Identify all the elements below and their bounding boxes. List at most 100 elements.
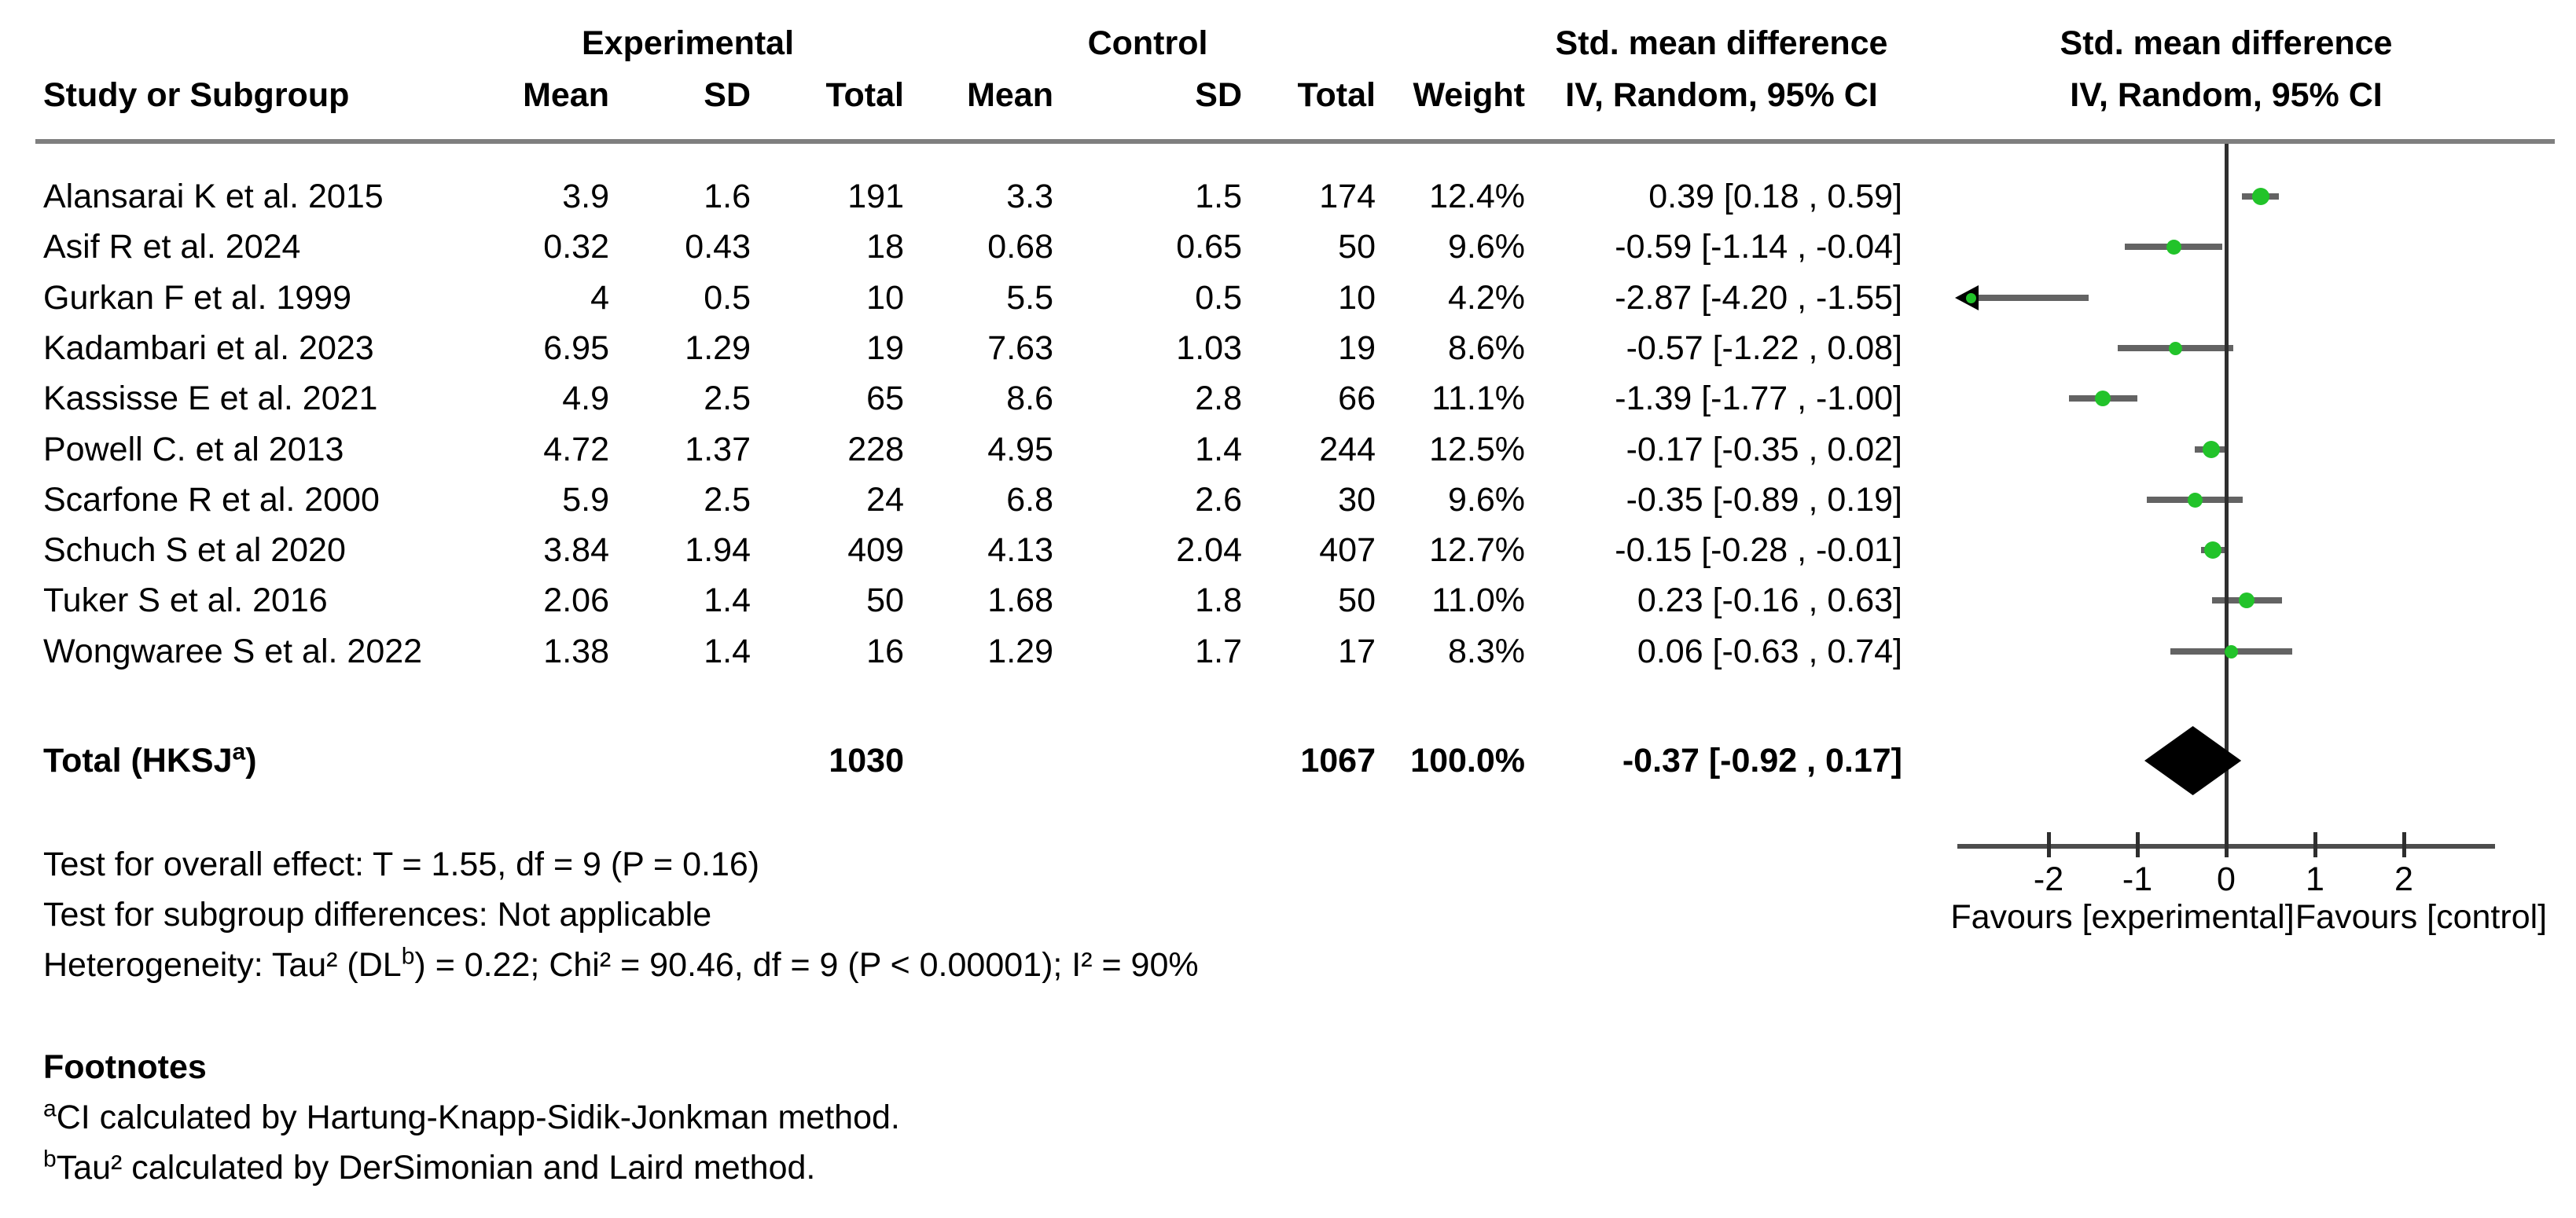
study-ci-text: -0.35 [-0.89 , 0.19] bbox=[1626, 481, 1902, 519]
study-value: 2.5 bbox=[704, 380, 751, 417]
plot-header-smd: Std. mean difference bbox=[2060, 24, 2393, 62]
column-header-method: IV, Random, 95% CI bbox=[1565, 76, 1878, 114]
study-value: 5.5 bbox=[1006, 279, 1053, 317]
plot-header-method: IV, Random, 95% CI bbox=[2070, 76, 2383, 114]
column-header-study: Study or Subgroup bbox=[43, 76, 350, 114]
study-value: 11.0% bbox=[1431, 581, 1525, 619]
study-value: 407 bbox=[1319, 531, 1376, 569]
study-value: 1.38 bbox=[543, 633, 609, 670]
column-header-sd: SD bbox=[1195, 76, 1242, 114]
study-value: 50 bbox=[1338, 581, 1376, 619]
effect-marker bbox=[2225, 644, 2239, 659]
study-value: 4.9 bbox=[562, 380, 609, 417]
study-value: 244 bbox=[1319, 431, 1376, 468]
study-value: 191 bbox=[847, 178, 904, 215]
study-value: 65 bbox=[866, 380, 904, 417]
column-header-sd: SD bbox=[704, 76, 751, 114]
study-ci-text: -0.15 [-0.28 , -0.01] bbox=[1615, 531, 1902, 569]
study-value: 1.8 bbox=[1195, 581, 1242, 619]
study-value: 24 bbox=[866, 481, 904, 519]
study-value: 2.06 bbox=[543, 581, 609, 619]
study-value: 0.65 bbox=[1176, 228, 1242, 266]
study-value: 16 bbox=[866, 633, 904, 670]
footnote-item: bTau² calculated by DerSimonian and Lair… bbox=[43, 1146, 816, 1187]
study-value: 2.5 bbox=[704, 481, 751, 519]
study-value: 9.6% bbox=[1447, 481, 1525, 519]
effect-marker bbox=[2252, 188, 2270, 205]
effect-marker bbox=[2166, 239, 2181, 255]
study-value: 2.8 bbox=[1195, 380, 1242, 417]
column-header-weight: Weight bbox=[1413, 76, 1525, 114]
study-value: 4.95 bbox=[987, 431, 1053, 468]
study-value: 12.7% bbox=[1429, 531, 1525, 569]
study-value: 1.6 bbox=[704, 178, 751, 215]
study-value: 11.1% bbox=[1431, 380, 1525, 417]
study-ci-text: 0.06 [-0.63 , 0.74] bbox=[1637, 633, 1902, 670]
effect-marker bbox=[2169, 341, 2183, 355]
study-value: 30 bbox=[1338, 481, 1376, 519]
study-name: Tuker S et al. 2016 bbox=[43, 581, 328, 619]
total-ctrl-total: 1067 bbox=[1300, 742, 1376, 780]
study-value: 4.13 bbox=[987, 531, 1053, 569]
axis-tick-label: -2 bbox=[2033, 860, 2064, 898]
study-value: 1.7 bbox=[1195, 633, 1242, 670]
study-value: 8.6% bbox=[1447, 329, 1525, 367]
favours-experimental-label: Favours [experimental] bbox=[1950, 898, 2295, 936]
test-subgroup-differences: Test for subgroup differences: Not appli… bbox=[43, 896, 712, 934]
study-name: Schuch S et al 2020 bbox=[43, 531, 346, 569]
study-value: 1.5 bbox=[1195, 178, 1242, 215]
study-ci-text: 0.23 [-0.16 , 0.63] bbox=[1637, 581, 1902, 619]
header-rule bbox=[35, 139, 2555, 144]
study-value: 2.04 bbox=[1176, 531, 1242, 569]
group-header-experimental: Experimental bbox=[581, 24, 795, 62]
study-value: 4 bbox=[590, 279, 609, 317]
study-value: 6.8 bbox=[1006, 481, 1053, 519]
footnotes-title: Footnotes bbox=[43, 1048, 207, 1086]
study-value: 1.4 bbox=[704, 633, 751, 670]
axis-tick bbox=[2136, 832, 2140, 857]
study-value: 228 bbox=[847, 431, 904, 468]
effect-marker bbox=[1966, 292, 1977, 303]
study-value: 3.84 bbox=[543, 531, 609, 569]
study-name: Scarfone R et al. 2000 bbox=[43, 481, 380, 519]
study-value: 8.3% bbox=[1447, 633, 1525, 670]
study-value: 0.68 bbox=[987, 228, 1053, 266]
study-value: 0.32 bbox=[543, 228, 609, 266]
axis-tick bbox=[2402, 832, 2406, 857]
study-value: 0.43 bbox=[685, 228, 751, 266]
study-value: 409 bbox=[847, 531, 904, 569]
total-weight: 100.0% bbox=[1410, 742, 1525, 780]
study-ci-text: -0.57 [-1.22 , 0.08] bbox=[1626, 329, 1902, 367]
study-name: Asif R et al. 2024 bbox=[43, 228, 301, 266]
study-ci-text: -0.17 [-0.35 , 0.02] bbox=[1626, 431, 1902, 468]
effect-marker bbox=[2238, 592, 2254, 608]
study-value: 5.9 bbox=[562, 481, 609, 519]
study-value: 1.03 bbox=[1176, 329, 1242, 367]
study-value: 12.5% bbox=[1429, 431, 1525, 468]
study-value: 1.4 bbox=[1195, 431, 1242, 468]
study-value: 1.68 bbox=[987, 581, 1053, 619]
study-name: Alansarai K et al. 2015 bbox=[43, 178, 384, 215]
study-ci-text: -0.59 [-1.14 , -0.04] bbox=[1615, 228, 1902, 266]
column-header-mean: Mean bbox=[523, 76, 609, 114]
column-header-smd: Std. mean difference bbox=[1555, 24, 1888, 62]
study-value: 174 bbox=[1319, 178, 1376, 215]
study-value: 1.4 bbox=[704, 581, 751, 619]
total-ci-text: -0.37 [-0.92 , 0.17] bbox=[1622, 742, 1902, 780]
study-value: 19 bbox=[866, 329, 904, 367]
study-value: 8.6 bbox=[1006, 380, 1053, 417]
study-value: 12.4% bbox=[1429, 178, 1525, 215]
axis-tick-label: 1 bbox=[2306, 860, 2324, 898]
study-value: 2.6 bbox=[1195, 481, 1242, 519]
heterogeneity-line: Heterogeneity: Tau² (DLb) = 0.22; Chi² =… bbox=[43, 943, 1199, 984]
study-value: 10 bbox=[1338, 279, 1376, 317]
axis-tick-label: 0 bbox=[2217, 860, 2236, 898]
zero-line bbox=[2225, 144, 2229, 846]
study-value: 1.37 bbox=[685, 431, 751, 468]
study-name: Powell C. et al 2013 bbox=[43, 431, 344, 468]
effect-marker bbox=[2094, 391, 2111, 406]
study-value: 50 bbox=[866, 581, 904, 619]
effect-marker bbox=[2204, 541, 2222, 559]
favours-control-label: Favours [control] bbox=[2295, 898, 2548, 936]
